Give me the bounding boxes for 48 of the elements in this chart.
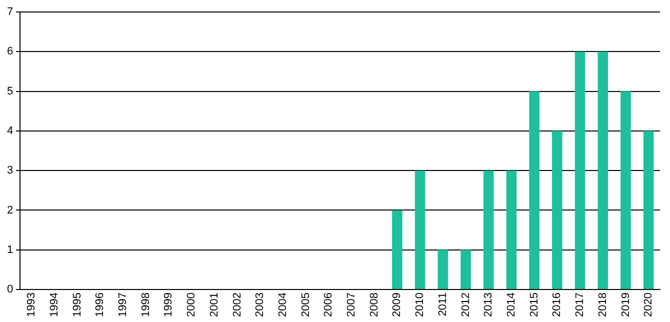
y-tick-label: 0	[6, 284, 14, 296]
x-tick-label: 2011	[436, 292, 449, 316]
y-tick-label: 6	[6, 46, 14, 58]
x-tick-label: 2009	[391, 292, 404, 318]
x-tick-label: 1993	[26, 292, 38, 318]
x-tick-label: 1995	[71, 292, 84, 318]
x-tick-label: 2000	[186, 292, 198, 318]
x-tick-label: 2007	[346, 292, 358, 318]
y-tick-label: 4	[6, 124, 14, 137]
x-tick-label: 2003	[254, 292, 266, 318]
bar	[392, 210, 402, 290]
x-tick-label: 2004	[276, 292, 289, 318]
x-tick-label: 1997	[116, 292, 129, 318]
bar	[620, 91, 631, 290]
bar	[598, 52, 608, 290]
x-tick-label: 2006	[322, 292, 335, 318]
x-tick-label: 2017	[574, 292, 586, 318]
x-tick-label: 2015	[528, 292, 540, 318]
y-tick-label: 3	[6, 164, 14, 177]
x-tick-label: 1996	[94, 292, 106, 318]
x-tick-label: 2016	[551, 292, 564, 318]
y-tick-label: 5	[6, 85, 14, 98]
bar	[460, 250, 471, 290]
bar	[506, 170, 517, 290]
bar	[483, 170, 494, 290]
bar	[529, 91, 540, 290]
x-tick-label: 2008	[368, 292, 380, 318]
x-tick-label: 2010	[414, 292, 426, 318]
x-tick-label: 2012	[460, 292, 472, 318]
x-tick-label: 1998	[140, 292, 152, 318]
bar	[552, 130, 562, 290]
y-tick-label: 7	[6, 6, 14, 18]
x-tick-label: 2018	[596, 292, 609, 318]
x-tick-label: 2005	[300, 292, 312, 318]
bar	[643, 130, 654, 290]
x-tick-label: 2002	[231, 292, 244, 318]
x-tick-label: 2014	[505, 292, 518, 318]
y-tick-label: 2	[6, 204, 14, 216]
x-tick-label: 2020	[642, 292, 655, 318]
bar	[414, 170, 426, 290]
x-tick-label: 1999	[162, 292, 175, 318]
bar	[574, 52, 586, 290]
bar	[438, 250, 448, 290]
x-tick-label: 1994	[48, 292, 60, 318]
x-tick-label: 2013	[482, 292, 495, 318]
x-tick-label: 2019	[620, 292, 632, 318]
y-tick-label: 1	[6, 244, 14, 256]
x-tick-label: 2001	[208, 292, 220, 318]
